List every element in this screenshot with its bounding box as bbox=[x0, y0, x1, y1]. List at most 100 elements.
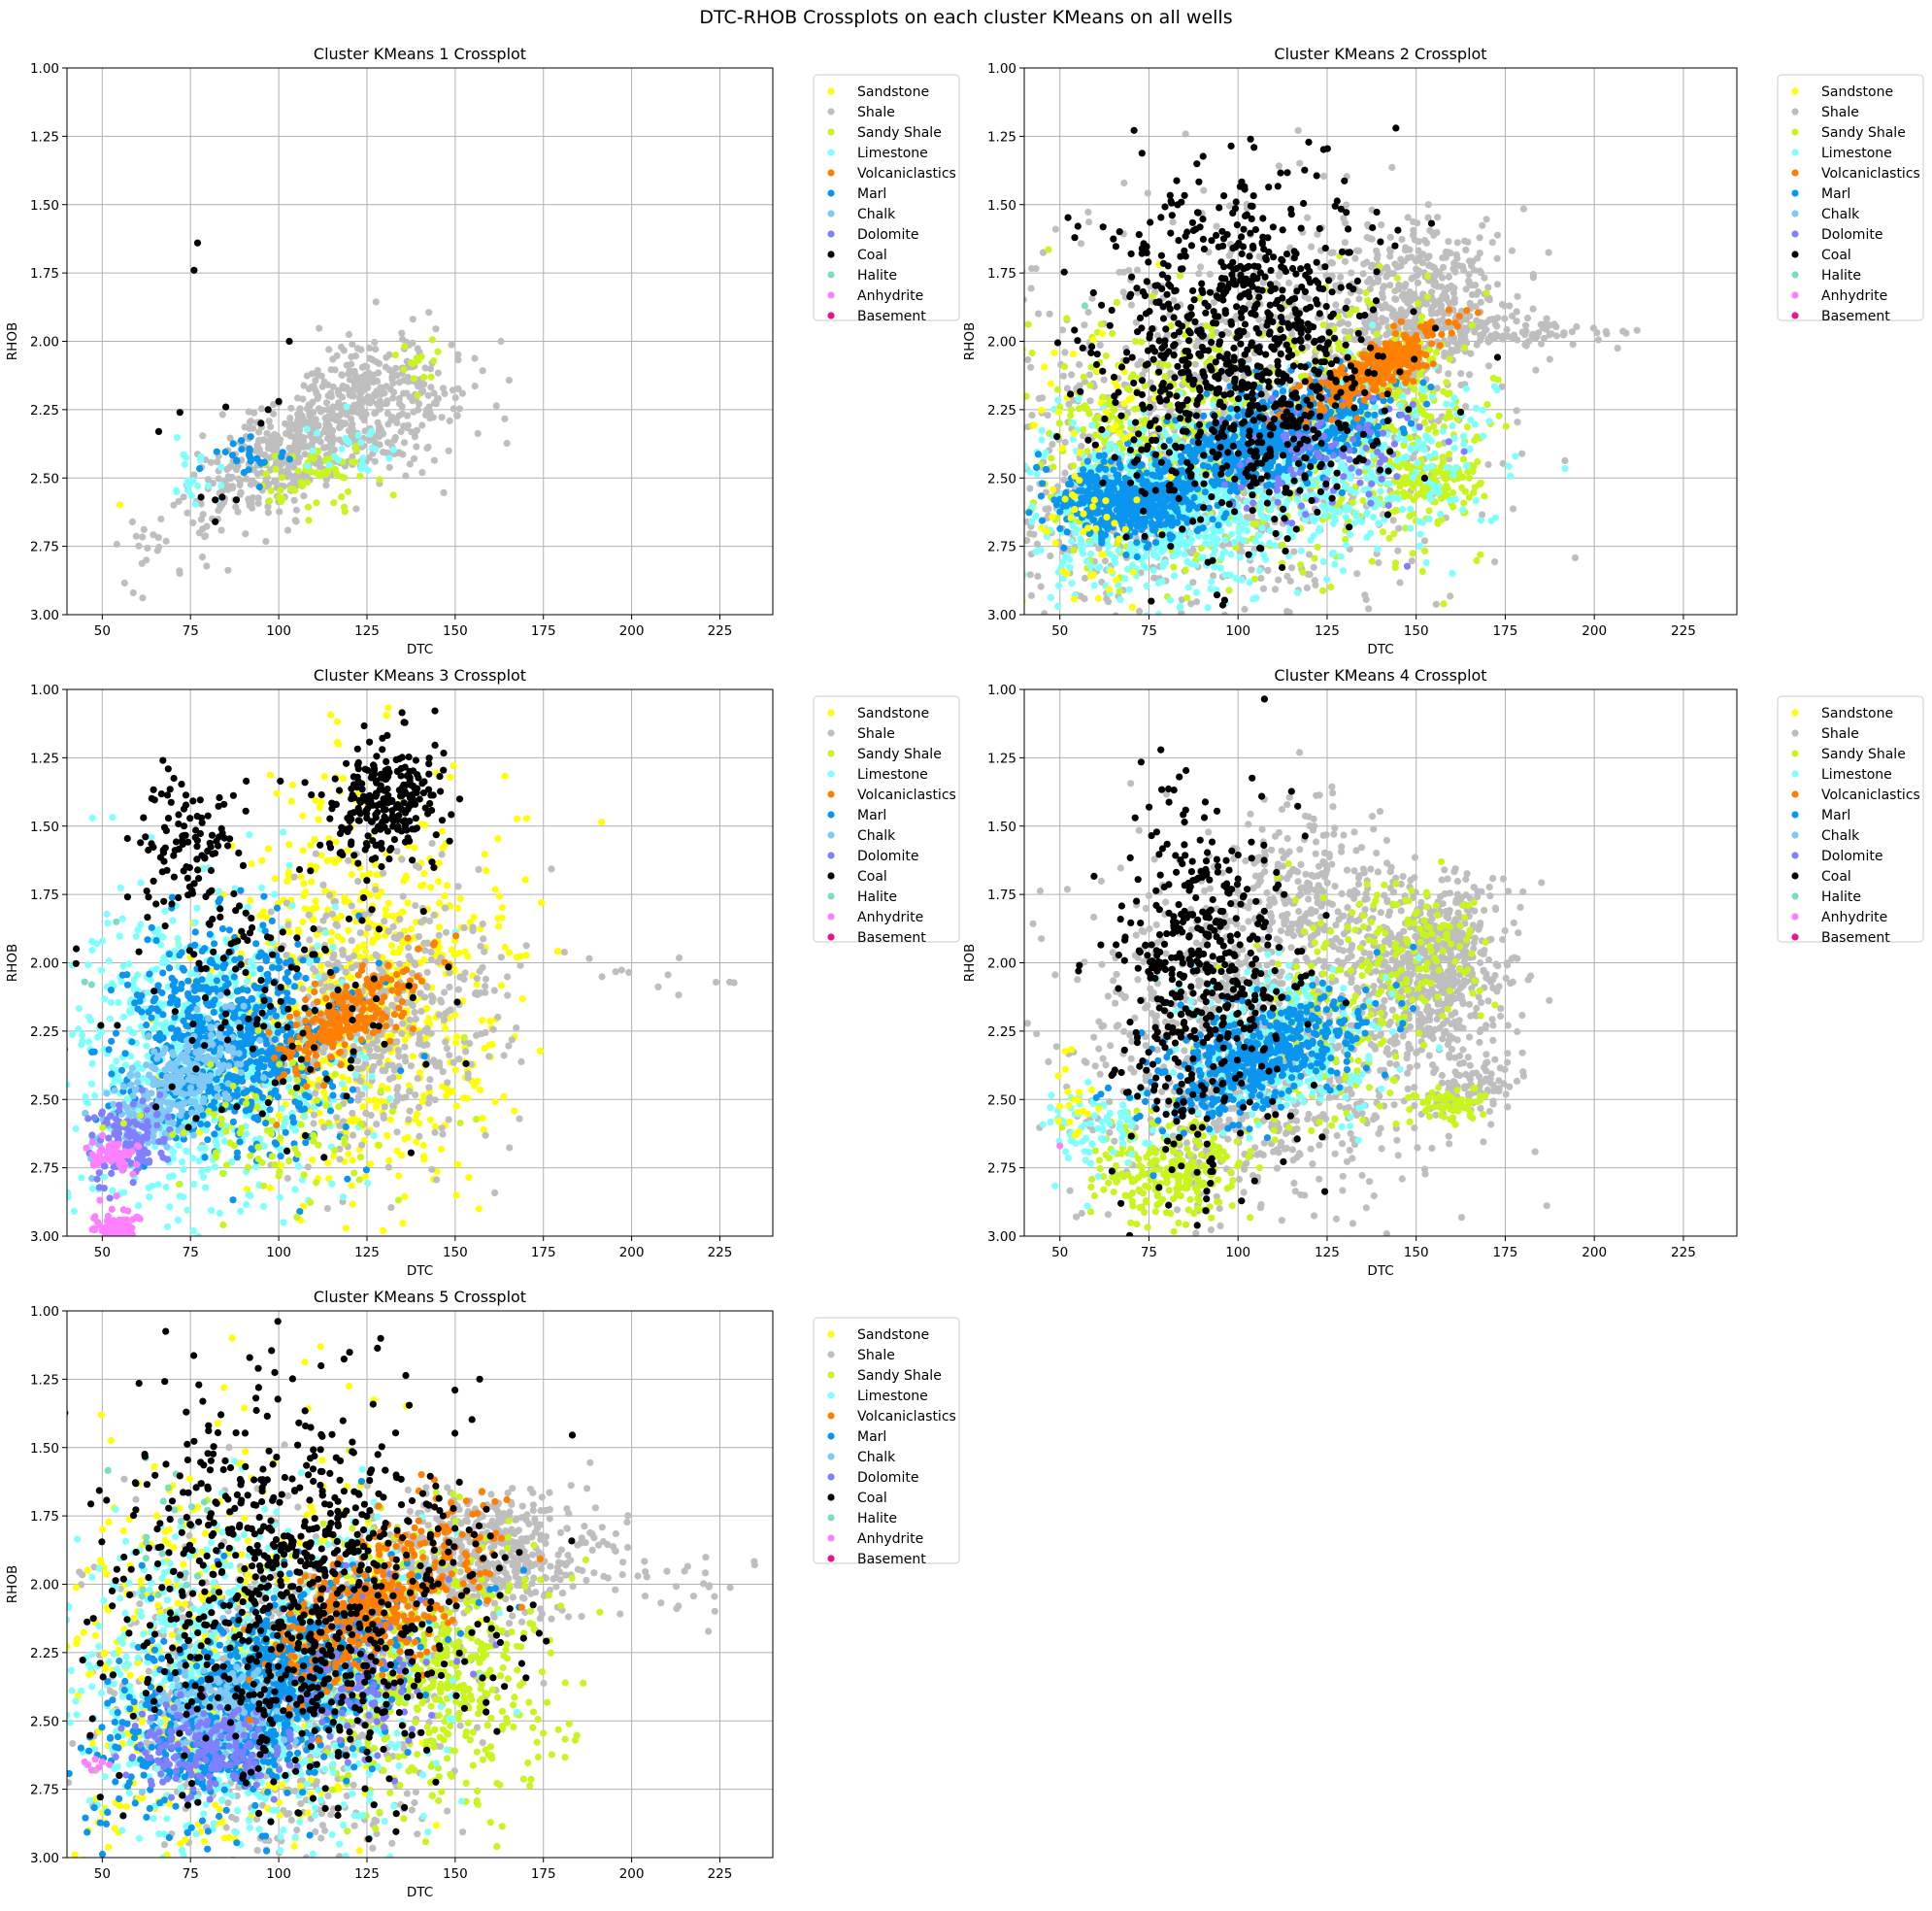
data-point bbox=[1484, 461, 1491, 468]
data-point bbox=[247, 502, 253, 509]
data-point bbox=[265, 481, 272, 487]
data-point bbox=[1145, 613, 1151, 620]
data-point bbox=[1466, 371, 1473, 378]
data-point bbox=[218, 527, 225, 534]
data-point bbox=[229, 485, 236, 491]
data-point bbox=[997, 501, 1004, 508]
data-point bbox=[1043, 506, 1049, 513]
data-point bbox=[203, 562, 210, 569]
data-point bbox=[317, 438, 324, 445]
data-point bbox=[1113, 472, 1119, 479]
data-point bbox=[1382, 301, 1388, 308]
data-point bbox=[1423, 254, 1430, 261]
data-point bbox=[1257, 575, 1264, 582]
data-point bbox=[359, 454, 366, 461]
data-point bbox=[1375, 559, 1382, 566]
data-point bbox=[1302, 492, 1309, 499]
data-point bbox=[415, 383, 421, 389]
data-point bbox=[1017, 480, 1024, 486]
data-point bbox=[375, 419, 382, 426]
data-point bbox=[224, 567, 231, 574]
data-point bbox=[174, 434, 181, 441]
data-point bbox=[1514, 308, 1520, 315]
data-point bbox=[1097, 342, 1104, 349]
data-point bbox=[970, 257, 977, 264]
y-tick-label: 3.00 bbox=[987, 608, 1016, 623]
data-point bbox=[257, 460, 264, 467]
data-point bbox=[1397, 480, 1404, 486]
data-point bbox=[1070, 419, 1077, 426]
data-point bbox=[1158, 578, 1165, 585]
data-point bbox=[965, 481, 972, 487]
data-point bbox=[1128, 518, 1135, 524]
data-point bbox=[380, 449, 386, 455]
data-point bbox=[427, 365, 434, 372]
data-point bbox=[998, 395, 1005, 402]
data-point bbox=[1049, 463, 1056, 470]
data-point bbox=[1404, 323, 1411, 330]
data-point bbox=[1061, 349, 1068, 355]
data-point bbox=[1327, 506, 1334, 513]
data-point bbox=[334, 352, 341, 359]
data-point bbox=[985, 563, 992, 570]
data-point bbox=[1364, 234, 1371, 241]
data-point bbox=[233, 457, 240, 464]
y-tick-label: 1.75 bbox=[987, 266, 1016, 282]
data-point bbox=[1187, 530, 1194, 537]
data-point bbox=[328, 393, 335, 400]
data-point bbox=[446, 448, 452, 454]
data-point bbox=[1054, 386, 1061, 393]
data-point bbox=[1342, 484, 1349, 490]
data-point bbox=[1603, 330, 1610, 337]
data-point bbox=[390, 491, 397, 498]
data-point bbox=[1322, 493, 1329, 500]
data-point bbox=[298, 412, 305, 419]
data-point bbox=[233, 496, 240, 503]
data-point bbox=[1087, 551, 1094, 557]
data-point bbox=[1463, 386, 1470, 392]
data-point bbox=[1080, 542, 1086, 549]
data-point bbox=[1038, 584, 1045, 590]
data-point bbox=[1494, 232, 1501, 239]
data-point bbox=[1445, 370, 1451, 377]
data-point bbox=[1360, 260, 1367, 267]
data-point bbox=[1116, 269, 1122, 276]
data-point bbox=[306, 386, 313, 392]
data-point bbox=[1432, 429, 1439, 436]
data-point bbox=[384, 410, 391, 417]
data-point bbox=[1088, 562, 1095, 569]
data-point bbox=[1039, 518, 1046, 524]
data-point bbox=[1471, 328, 1478, 335]
data-point bbox=[321, 379, 328, 386]
data-point bbox=[277, 486, 283, 493]
data-point bbox=[342, 435, 349, 442]
y-tick-label: 1.00 bbox=[30, 61, 59, 77]
data-point bbox=[1228, 531, 1235, 538]
data-point bbox=[1406, 513, 1413, 520]
data-point bbox=[182, 461, 188, 468]
data-point bbox=[1380, 528, 1386, 535]
data-point bbox=[331, 453, 338, 460]
legend-entry: Anhydrite bbox=[857, 288, 923, 304]
data-point bbox=[1339, 318, 1346, 325]
data-point bbox=[1086, 410, 1093, 417]
data-point bbox=[1514, 419, 1520, 425]
data-point bbox=[1485, 362, 1492, 369]
data-point bbox=[425, 309, 432, 316]
data-point bbox=[937, 487, 944, 494]
data-point bbox=[273, 478, 280, 485]
data-point bbox=[1126, 386, 1133, 393]
data-point bbox=[1285, 280, 1292, 286]
data-point bbox=[1200, 187, 1207, 194]
data-point bbox=[1070, 436, 1077, 443]
data-point bbox=[1003, 520, 1010, 527]
x-tick-label: 200 bbox=[1582, 623, 1607, 639]
data-point bbox=[1523, 339, 1530, 346]
data-point bbox=[304, 372, 311, 379]
y-tick-label: 2.75 bbox=[30, 540, 59, 555]
data-point bbox=[305, 517, 312, 523]
data-point bbox=[1397, 402, 1404, 409]
data-point bbox=[248, 457, 254, 464]
data-point bbox=[1162, 559, 1169, 566]
data-point bbox=[1013, 488, 1019, 495]
